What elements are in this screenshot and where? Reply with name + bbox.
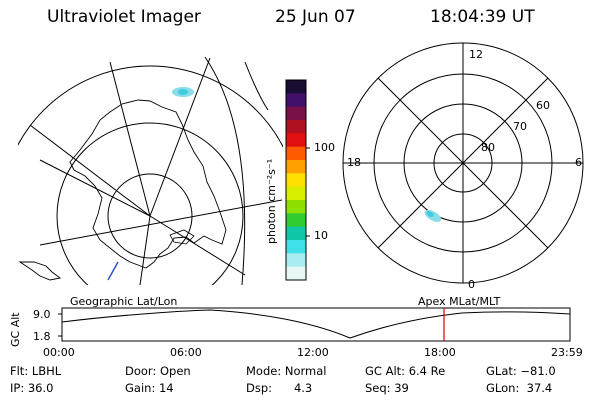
color-bar-segment <box>286 266 306 281</box>
colorbar-tick-label: 10 <box>314 229 328 242</box>
glat-status: GLat: −81.0 <box>486 364 556 378</box>
color-bar-segment <box>286 93 306 108</box>
meridian-line <box>139 215 151 285</box>
land-outline <box>18 261 62 281</box>
limb-arc <box>204 56 246 285</box>
mlt-label-0: 0 <box>468 278 475 291</box>
color-bar-segment <box>286 120 306 134</box>
color-bar <box>286 80 306 281</box>
altitude-ylabel: GC Alt <box>9 312 22 347</box>
mlt-line-diag <box>377 77 549 249</box>
gain-status: Gain: 14 <box>125 381 174 395</box>
mlt-label-6: 6 <box>575 156 582 169</box>
color-bar-segment <box>286 173 306 188</box>
ip-status: IP: 36.0 <box>10 381 54 395</box>
limb-arc <box>244 61 269 111</box>
color-bar-frame <box>285 79 307 281</box>
date-label: 25 Jun 07 <box>275 7 356 27</box>
gc-alt-status: GC Alt: 6.4 Re <box>365 364 446 378</box>
dsp-status: Dsp: 4.3 <box>246 381 313 395</box>
meridian-line <box>109 61 151 217</box>
color-bar-segment <box>286 186 306 201</box>
map-edge-mark <box>107 261 119 281</box>
mlt-label-12: 12 <box>469 48 483 61</box>
altitude-xtick-label: 12:00 <box>297 346 329 359</box>
meridian-line <box>149 215 246 276</box>
color-bar-segment <box>286 253 306 268</box>
time-label: 18:04:39 UT <box>430 7 535 27</box>
magnetic-map-label: Apex MLat/MLT <box>418 295 501 308</box>
mlat-label-80: 80 <box>481 141 495 154</box>
color-bar-segment <box>286 133 306 148</box>
glon-status: GLon: 37.4 <box>486 381 553 395</box>
colorbar-tick-label: 100 <box>314 141 335 154</box>
color-bar-segment <box>286 200 306 214</box>
altitude-xtick-label: 18:00 <box>424 346 456 359</box>
color-bar-segment <box>286 80 306 94</box>
mlat-label-60: 60 <box>536 99 550 112</box>
altitude-xtick-label: 06:00 <box>170 346 202 359</box>
seq-status: Seq: 39 <box>365 381 409 395</box>
mlt-label-18: 18 <box>347 156 361 169</box>
altitude-curve <box>61 309 571 339</box>
instrument-title: Ultraviolet Imager <box>47 7 201 27</box>
mode-status: Mode: Normal <box>246 364 327 378</box>
color-bar-segment <box>286 226 306 241</box>
meridian-line <box>39 159 151 217</box>
color-bar-segment <box>286 106 306 121</box>
altitude-ytick-label: 1.8 <box>33 330 51 343</box>
colorbar-unit-label: photon cm⁻²s⁻¹ <box>265 158 278 244</box>
filter-status: Flt: LBHL <box>10 364 62 378</box>
door-status: Door: Open <box>125 364 191 378</box>
altitude-xtick-label: 00:00 <box>43 346 75 359</box>
color-bar-segment <box>286 146 306 161</box>
altitude-ytick-label: 9.0 <box>33 308 51 321</box>
geographic-map-label: Geographic Lat/Lon <box>70 295 178 308</box>
land-outline <box>169 229 195 245</box>
lat-circle-middle <box>56 122 244 285</box>
lat-circle-inner <box>107 173 193 259</box>
altitude-plot-frame <box>61 307 571 342</box>
altitude-xtick-label: 23:59 <box>551 346 583 359</box>
meridian-line <box>149 57 211 217</box>
meridian-line <box>39 199 283 246</box>
magnetic-map <box>342 42 584 284</box>
geographic-map <box>18 56 283 285</box>
color-bar-segment <box>286 213 306 228</box>
aurora-patch-left-core <box>178 89 188 95</box>
meridian-line <box>29 124 151 217</box>
lat-circle-outer <box>18 65 283 285</box>
mlat-label-70: 70 <box>513 120 527 133</box>
color-bar-segment <box>286 240 306 254</box>
continent-coastline <box>69 99 227 269</box>
color-bar-segment <box>286 160 306 174</box>
aurora-patch-right-core <box>426 211 434 217</box>
